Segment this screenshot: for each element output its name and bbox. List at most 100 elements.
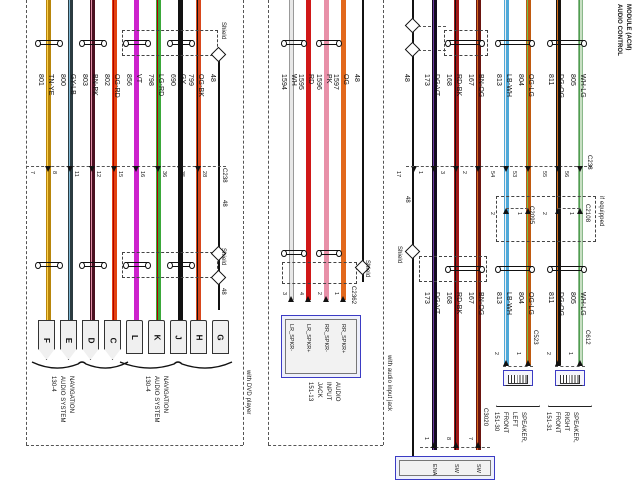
connector-c238-right-line: [406, 166, 592, 167]
wire-label-1594-color: WH: [290, 74, 297, 86]
section-bottom-left: [26, 445, 243, 446]
wire-right-shield-48: [412, 0, 415, 480]
pin-num-1597: 1: [333, 292, 339, 296]
terminal-pin-J[interactable]: J: [170, 320, 187, 354]
terminal-pin-L[interactable]: L: [126, 320, 143, 354]
wire-label-middle-shield-48: 48: [353, 74, 360, 82]
terminal-pin-G[interactable]: G: [212, 320, 229, 354]
right-splice-box-top: [444, 30, 488, 56]
terminal-pin-G-label: G: [215, 333, 225, 341]
audio-jack-label-4: 151-13: [307, 382, 313, 402]
speaker-right-label-2: RIGHT: [563, 412, 569, 432]
right-section-note: if equipped: [598, 196, 604, 227]
splice-813-bot: [495, 266, 535, 273]
wire-801: [46, 0, 51, 330]
wire-label-167-color: BN-OG: [477, 74, 484, 98]
pin-num-803: 11: [73, 171, 79, 177]
terminal-pin-C[interactable]: C: [104, 320, 121, 360]
sub-pin-arrow-805: [577, 208, 583, 214]
acm-module-label-2: MODULE (ACM): [625, 4, 631, 51]
wire-label-1596-num: 1596: [315, 74, 322, 90]
bottom-pin-num-7: 7: [467, 437, 473, 441]
wire-label-173-num: 173: [423, 74, 430, 86]
shield-label-left-bottom: Shield: [220, 248, 226, 266]
wire-label-1597-color: OG: [342, 74, 349, 86]
pin-arrow-173: [431, 166, 437, 172]
pin-num-813: 54: [489, 171, 495, 178]
spk-right-pin-arrow-1: [577, 360, 583, 366]
wire-label-167-color-b: BN-OG: [477, 292, 484, 316]
splice-803-bot: [79, 262, 107, 269]
spk-left-pin-arrow-2: [503, 360, 509, 366]
pin-num-right-shield: 17: [395, 171, 401, 178]
terminal-pin-J-label: J: [173, 334, 183, 340]
audio-input-jack-box[interactable]: LR_SPKR- LR_SPKR+ RR_SPKR- RR_SPKR+: [281, 315, 361, 378]
shield-group-box-bottom: [122, 252, 218, 278]
splice-1594-bot: [281, 250, 307, 257]
terminal-pin-K[interactable]: K: [148, 320, 165, 354]
pin-num-167: 2: [461, 171, 467, 175]
wire-label-173-num-b: 173: [423, 292, 430, 304]
wire-168: [454, 0, 459, 450]
spk-left-pin-num-1: 1: [515, 352, 521, 356]
splice-856-top: [123, 40, 151, 47]
wire-800: [68, 0, 73, 330]
splice-1596-top: [316, 40, 342, 47]
wire-1596: [324, 0, 329, 300]
wire-label-801-color: TN-YE: [47, 74, 54, 96]
jack-pin-LR_SPKR-minus: LR_SPKR-: [288, 324, 294, 352]
wire-label-801-num: 801: [37, 74, 44, 86]
pin-arrow-168: [453, 166, 459, 172]
sub-pin-arrow-811: [555, 208, 561, 214]
pin-arrow-1594: [288, 296, 294, 302]
terminal-pin-H[interactable]: H: [190, 320, 207, 354]
wire-label-left-shield-48: 48: [209, 74, 216, 82]
bottom-module-box[interactable]: ENA SW SW: [395, 456, 495, 480]
pin-num-690: 36: [161, 171, 167, 178]
pin-num-800: 8: [51, 171, 57, 175]
brace-terminals-b: [119, 361, 233, 369]
pin-num-1594: 3: [281, 292, 287, 296]
wire-label-173-color-b: DG-VT: [433, 292, 440, 315]
pin-arrow-805: [577, 166, 583, 172]
wire-label-802-num: 802: [103, 74, 110, 86]
connector-label-c3020: C3020: [482, 408, 488, 427]
jack-pin-RR_SPKR-minus: RR_SPKR-: [323, 324, 329, 353]
spk-right-connector-line: [555, 366, 585, 367]
wire-label-1597-num: 1597: [332, 74, 339, 90]
pin-arrow-813: [503, 166, 509, 172]
wire-173: [432, 0, 437, 450]
connector-label-c238-left: C238: [221, 168, 227, 183]
wire-label-168-num-b: 168: [445, 292, 452, 304]
wire-label-1595-color: RD: [307, 74, 314, 85]
terminal-pin-E[interactable]: E: [60, 320, 77, 360]
splice-803-top: [79, 40, 107, 47]
sub-pin-arrow-813: [503, 208, 509, 214]
audio-jack-label-3: JACK: [316, 382, 322, 398]
terminal-pin-F-label: F: [41, 337, 51, 343]
speaker-right-label-1: SPEAKER,: [572, 412, 578, 443]
speaker-left-label-1: SPEAKER,: [520, 412, 526, 443]
bottom-pin-num-8: 8: [445, 437, 451, 441]
terminal-pin-F[interactable]: F: [38, 320, 55, 360]
wire-label-798-num: 798: [147, 74, 154, 86]
terminal-pin-E-label: E: [64, 337, 73, 343]
splice-168-top: [445, 40, 485, 47]
wire-label-804-color-b: OG-LG: [527, 292, 534, 316]
pin-arrow-798: [155, 166, 161, 172]
pin-arrow-803: [89, 166, 95, 172]
connector-label-c523: C523: [532, 330, 538, 345]
middle-section-note: with audio input jack: [386, 355, 392, 412]
wire-label-168-color: RD-BK: [455, 74, 462, 97]
wire-label-798-color: LG-RD: [157, 74, 164, 97]
wire-label-813-color: LB-WH: [505, 74, 512, 98]
terminals-b-name-2: NAVIGATION: [162, 376, 168, 414]
pin-arrow-856: [133, 166, 139, 172]
terminal-pin-L-label: L: [129, 334, 139, 340]
wire-label-813-num-b: 813: [495, 292, 502, 304]
terminal-pin-D[interactable]: D: [82, 320, 99, 360]
pin-num-805: 56: [563, 171, 569, 178]
wire-label-856-num: 856: [125, 74, 132, 86]
pin-num-48: 28: [201, 171, 207, 178]
right-splice-box-bottom: [419, 256, 487, 282]
